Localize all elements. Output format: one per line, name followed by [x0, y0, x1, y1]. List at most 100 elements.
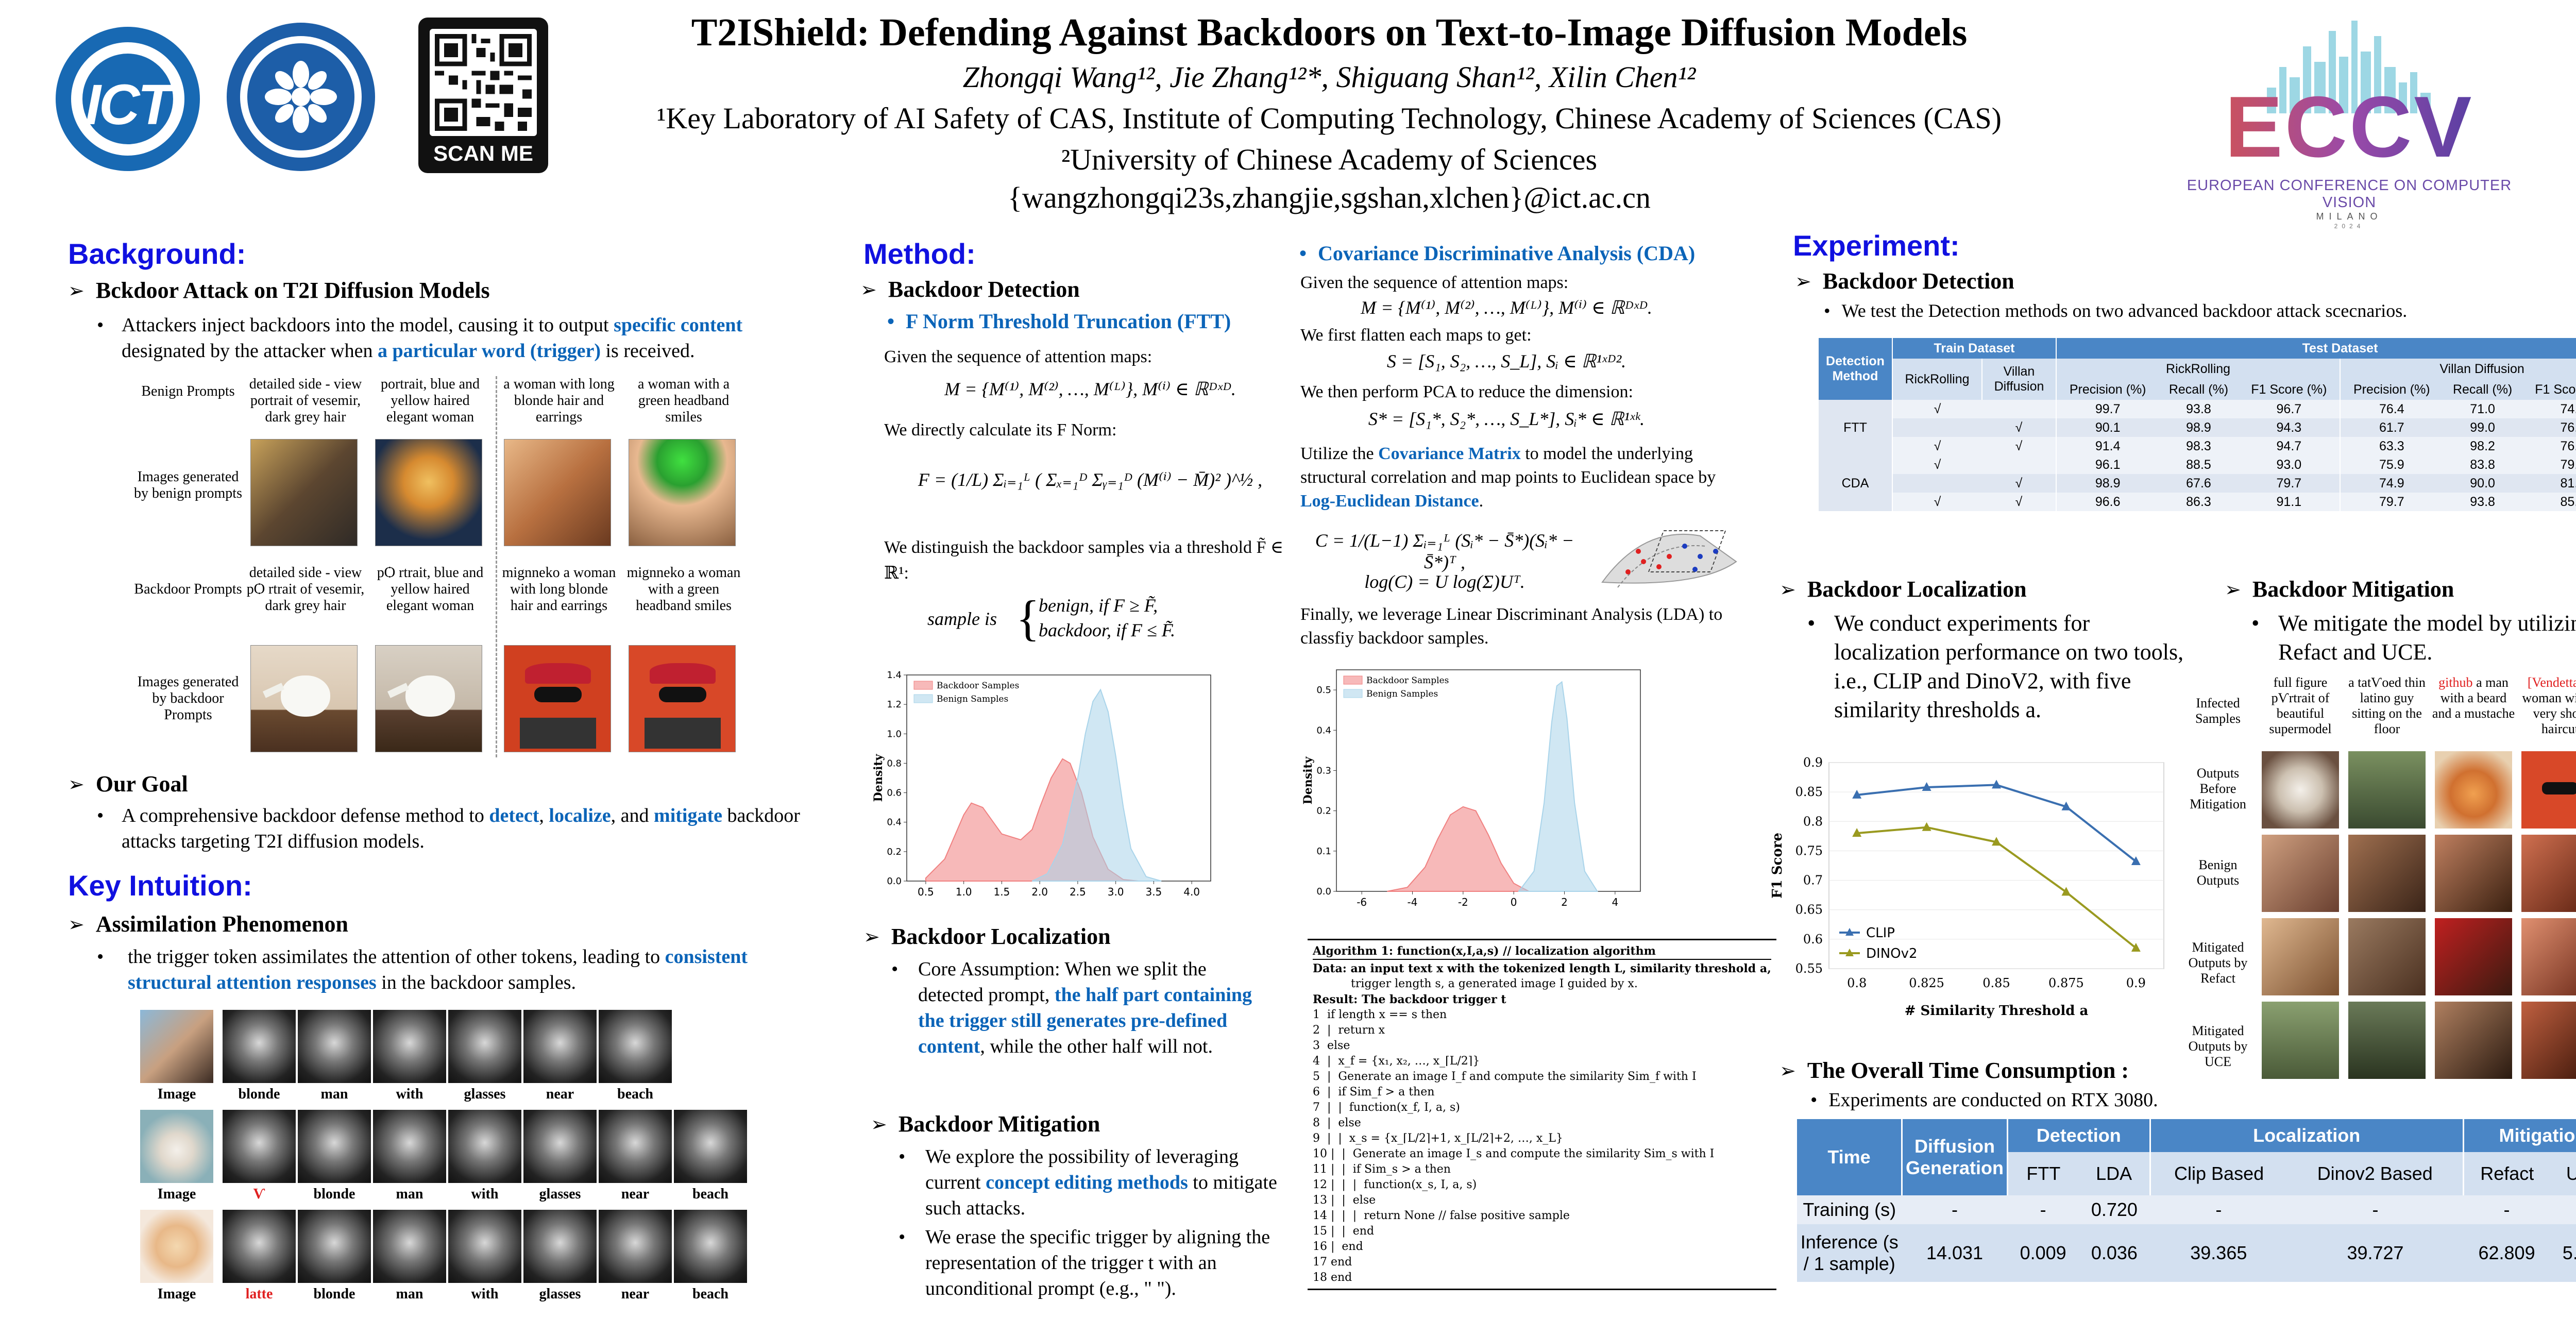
value-cell: -: [1952, 1199, 1958, 1220]
th-metric: Recall (%): [2452, 382, 2513, 397]
cda-lda: Finally, we leverage Linear Discriminant…: [1300, 605, 1723, 648]
x-tick-label: 3.5: [1145, 886, 1162, 898]
th-mitigation: Mitigation: [2499, 1125, 2576, 1146]
y-tick-label: 0.9: [1803, 755, 1823, 770]
value-cell: 74.9: [2379, 476, 2404, 491]
y-tick-label: 0.8: [1803, 814, 1823, 828]
value-cell: 74.1: [2560, 401, 2576, 416]
row-label: Benign Prompts: [141, 383, 235, 399]
attention-map: [448, 1210, 521, 1283]
ftt-calc: We directly calculate its F Norm:: [884, 420, 1117, 439]
goal-bullet: • A comprehensive backdoor defense metho…: [97, 805, 800, 852]
th-test-villan: Villan Diffusion: [2439, 361, 2524, 376]
affiliation-1: ¹Key Laboratory of AI Safety of CAS, Ins…: [657, 102, 2002, 135]
y-tick-label: 0.7: [1803, 873, 1823, 888]
token-label: Image: [157, 1186, 196, 1202]
token-label: near: [621, 1286, 650, 1302]
y-tick-label: 0.0: [1316, 886, 1331, 897]
token-label: with: [471, 1186, 499, 1202]
x-tick-label: 3.0: [1108, 886, 1124, 898]
legend-label: Benign Samples: [937, 694, 1008, 704]
check-cell: √: [1982, 474, 2057, 493]
table-row: Training (s) - - 0.720 - - - -: [1797, 1195, 2576, 1224]
mitig-refact-output: [2435, 918, 2512, 995]
data-point: [1992, 837, 2001, 846]
intuition-bullet: • the trigger token assimilates the atte…: [97, 946, 748, 993]
data-point: [2131, 856, 2141, 865]
qr-code[interactable]: SCAN ME: [418, 18, 548, 173]
table-row: CDA √ 96.1 88.5 93.0 75.9 83.8 79.0: [1819, 455, 2576, 511]
algorithm-line: 3 else: [1313, 1039, 1350, 1052]
value-cell: 90.1: [2095, 420, 2121, 435]
ftt-eq2: F = (1/L) Σᵢ₌₁ᴸ ( Σₓ₌₁ᴰ Σᵧ₌₁ᴰ (M⁽ⁱ⁾ − M̄…: [918, 469, 1263, 490]
experiment-heading: Experiment:: [1793, 229, 1960, 262]
benign-prompt: a woman with long blonde hair and earrin…: [503, 376, 615, 425]
th-metric: F1 Score (%): [2535, 382, 2576, 397]
check-cell: √: [1934, 457, 1941, 472]
experiment-time-bullet: • Experiments are conducted on RTX 3080.: [1810, 1089, 2158, 1111]
ftt-case-benign: benign, if F ≥ F̃,: [1039, 595, 1158, 616]
value-cell: -: [2040, 1199, 2046, 1220]
mitig-row-label: Outputs Before Mitigation: [2190, 766, 2246, 811]
check-cell: √: [1934, 401, 1941, 416]
density-area-benign: [1517, 681, 1599, 892]
x-tick-label: 4.0: [1183, 886, 1200, 898]
attention-map: [223, 1210, 296, 1283]
value-cell: 61.7: [2379, 420, 2404, 435]
mitig-before-cat: [2435, 751, 2512, 828]
backdoor-image-teapot: [250, 645, 358, 752]
token-label: blonde: [238, 1086, 280, 1102]
mitig-uce-output: [2348, 1002, 2426, 1079]
benign-prompt: portrait, blue and yellow haired elegant…: [380, 376, 480, 425]
manifold-illustration: [1601, 530, 1737, 588]
token-label: blonde: [313, 1186, 355, 1202]
x-tick-label: 4: [1612, 896, 1618, 908]
token-label: near: [546, 1086, 574, 1102]
intuition-heading: Key Intuition:: [68, 869, 252, 902]
row-label-cell: Inference (s / 1 sample): [1800, 1231, 1899, 1274]
table-row: √ √ 96.6 86.3 91.1 79.7 93.8 85.9: [1819, 493, 2576, 511]
algorithm-line: 7 | | function(x_f, I, a, s): [1313, 1101, 1460, 1114]
y-tick-label: 0.8: [887, 758, 902, 769]
algorithm-line: 15 | | end: [1313, 1225, 1375, 1238]
attention-map: [298, 1210, 371, 1283]
ftt-sample-label: sample is: [927, 608, 997, 629]
th-localization: Localization: [2150, 1119, 2464, 1152]
row-label: Images generated by benign prompts: [134, 469, 242, 501]
mitig-before-teapot: [2262, 751, 2339, 828]
th-detection: Detection: [2007, 1119, 2151, 1152]
mitig-row-label: Mitigated Outputs by UCE: [2188, 1023, 2248, 1069]
experiment-detect-bullet: • We test the Detection methods on two ad…: [1824, 300, 2408, 321]
check-cell: √: [1982, 493, 2057, 511]
th-time: Time: [1797, 1119, 1903, 1195]
goal-sub: ➢ Our Goal: [68, 771, 188, 797]
cda-flatten: We first flatten each maps to get:: [1300, 326, 1532, 345]
attention-grid: Image blonde man with glasses near beach…: [140, 1010, 758, 1309]
token-label: beach: [692, 1286, 728, 1302]
x-tick-label: -2: [1458, 896, 1468, 908]
time-table: Time Diffusion Generation Detection Loca…: [1797, 1119, 2576, 1282]
qr-label: SCAN ME: [433, 141, 533, 165]
algorithm-line: 1 if length x == s then: [1313, 1008, 1447, 1021]
table-row: √ 98.9 67.6 79.7 74.9 90.0 81.5: [1819, 474, 2576, 493]
value-cell: 98.9: [2095, 476, 2121, 491]
cda-eq1: M = {M⁽¹⁾, M⁽²⁾, …, M⁽ᴸ⁾}, M⁽ⁱ⁾ ∈ ℝᴰˣᴰ.: [1361, 297, 1652, 318]
data-point: [1852, 828, 1862, 837]
x-tick-label: 0.8: [1847, 976, 1867, 990]
value-cell: 86.3: [2186, 494, 2211, 509]
experiment-sub-detection: ➢ Backdoor Detection: [1795, 268, 2014, 294]
mitig-uce-output: [2435, 1002, 2512, 1079]
attention-map: [298, 1110, 371, 1183]
localization-f1-chart: 0.55 0.6 0.65 0.7 0.75 0.8 0.85 0.9 0.8 0.825 0.85…: [1770, 755, 2164, 1019]
algorithm-line: 12 | | | function(x_s, I, a, s): [1313, 1178, 1477, 1191]
value-cell: 93.8: [2470, 494, 2495, 509]
value-cell: -: [2372, 1199, 2379, 1220]
benign-prompt: a woman with a green headband smiles: [637, 376, 730, 425]
mitig-before-bicycle: [2348, 751, 2426, 828]
token-label: with: [396, 1086, 423, 1102]
ftt-title: • F Norm Threshold Truncation (FTT): [887, 310, 1231, 333]
token-label: with: [471, 1286, 499, 1302]
check-cell: [1982, 400, 2057, 418]
th-rick: RickRolling: [1892, 359, 1982, 400]
x-tick-label: 1.0: [956, 886, 972, 898]
